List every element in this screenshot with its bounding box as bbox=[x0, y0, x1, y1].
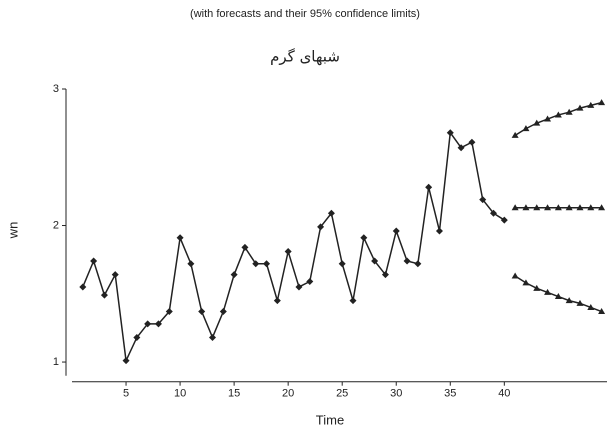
data-point bbox=[100, 291, 108, 299]
data-point bbox=[392, 227, 400, 235]
data-point bbox=[295, 283, 303, 291]
data-point bbox=[338, 260, 346, 268]
data-point bbox=[576, 104, 584, 111]
data-point bbox=[522, 125, 530, 132]
data-point bbox=[111, 271, 119, 279]
data-point bbox=[598, 99, 606, 106]
x-tick-label: 40 bbox=[498, 388, 510, 400]
data-point bbox=[511, 272, 519, 279]
chart-subtitle: شبهای گرم bbox=[270, 48, 340, 66]
data-point bbox=[176, 234, 184, 242]
data-point bbox=[587, 303, 595, 310]
data-point bbox=[598, 308, 606, 315]
data-point bbox=[522, 204, 530, 211]
data-point bbox=[533, 284, 541, 291]
data-point bbox=[500, 216, 508, 224]
data-point bbox=[252, 260, 260, 268]
data-point bbox=[576, 204, 584, 211]
x-tick-label: 15 bbox=[228, 388, 240, 400]
x-tick-label: 30 bbox=[390, 388, 402, 400]
data-point bbox=[435, 227, 443, 235]
data-point bbox=[144, 320, 152, 328]
data-point bbox=[381, 271, 389, 279]
data-point bbox=[317, 223, 325, 231]
x-tick-label: 10 bbox=[174, 388, 186, 400]
data-point bbox=[219, 308, 227, 316]
data-point bbox=[90, 257, 98, 265]
y-tick-label: 1 bbox=[53, 356, 59, 368]
data-point bbox=[414, 260, 422, 268]
data-point bbox=[154, 320, 162, 328]
data-point bbox=[565, 204, 573, 211]
data-point bbox=[371, 257, 379, 265]
data-point bbox=[554, 293, 562, 300]
data-point bbox=[306, 277, 314, 285]
chart-title: (with forecasts and their 95% confidence… bbox=[190, 8, 420, 20]
data-point bbox=[511, 204, 519, 211]
data-point bbox=[284, 247, 292, 255]
data-point bbox=[122, 357, 130, 365]
x-tick-label: 35 bbox=[444, 388, 456, 400]
data-point bbox=[511, 131, 519, 138]
data-point bbox=[349, 297, 357, 305]
data-point bbox=[165, 308, 173, 316]
x-tick-label: 20 bbox=[282, 388, 294, 400]
data-point bbox=[587, 204, 595, 211]
series-line bbox=[82, 130, 505, 364]
data-point bbox=[230, 271, 238, 279]
data-point bbox=[479, 196, 487, 204]
data-point bbox=[263, 260, 271, 268]
data-point bbox=[565, 297, 573, 304]
data-point bbox=[273, 297, 281, 305]
data-point bbox=[490, 209, 498, 217]
data-point bbox=[425, 183, 433, 191]
x-axis-label: Time bbox=[316, 412, 344, 427]
y-tick-label: 2 bbox=[53, 219, 59, 231]
data-point bbox=[209, 333, 217, 341]
data-point bbox=[554, 111, 562, 118]
data-point bbox=[544, 115, 552, 122]
data-point bbox=[544, 288, 552, 295]
data-point bbox=[533, 204, 541, 211]
data-point bbox=[241, 243, 249, 251]
y-axis-label: wn bbox=[5, 222, 20, 240]
data-point bbox=[468, 138, 476, 146]
x-tick-label: 25 bbox=[336, 388, 348, 400]
x-tick-label: 5 bbox=[123, 388, 129, 400]
data-point bbox=[457, 144, 465, 152]
data-point bbox=[598, 204, 606, 211]
data-point bbox=[198, 308, 206, 316]
data-point bbox=[446, 129, 454, 137]
y-tick-label: 3 bbox=[53, 83, 59, 95]
data-point bbox=[533, 119, 541, 126]
data-point bbox=[565, 108, 573, 115]
data-point bbox=[403, 257, 411, 265]
data-point bbox=[133, 333, 141, 341]
data-point bbox=[522, 279, 530, 286]
data-point bbox=[576, 299, 584, 306]
data-point bbox=[79, 283, 87, 291]
data-point bbox=[187, 260, 195, 268]
data-point bbox=[327, 209, 335, 217]
data-point bbox=[544, 204, 552, 211]
data-point bbox=[587, 101, 595, 108]
data-point bbox=[360, 234, 368, 242]
data-point bbox=[554, 204, 562, 211]
